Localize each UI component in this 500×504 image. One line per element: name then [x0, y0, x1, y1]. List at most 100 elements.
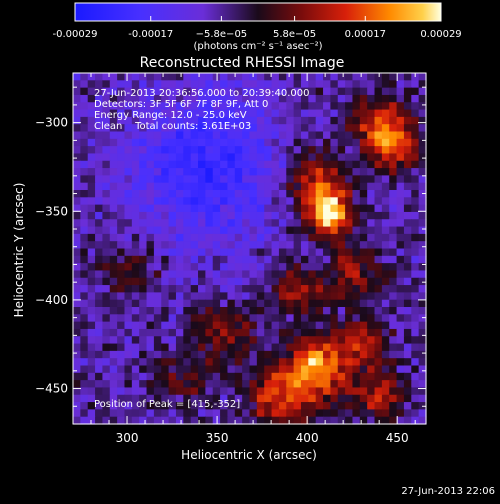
heatmap-cell [345, 138, 354, 147]
heatmap-cell [278, 146, 287, 155]
heatmap-cell [212, 138, 221, 147]
heatmap-cell [374, 190, 383, 198]
heatmap-cell [234, 175, 243, 184]
heatmap-cell [161, 270, 170, 279]
heatmap-cell [80, 190, 89, 198]
heatmap-cell [278, 365, 287, 374]
heatmap-cell [95, 292, 104, 301]
heatmap-cell [418, 197, 427, 206]
heatmap-cell [168, 365, 177, 374]
heatmap-cell [139, 394, 148, 403]
heatmap-cell [337, 350, 346, 359]
heatmap-cell [359, 226, 368, 235]
heatmap-cell [227, 365, 236, 374]
heatmap-cell [80, 219, 89, 228]
heatmap-cell [117, 336, 126, 345]
heatmap-cell [146, 241, 155, 250]
heatmap-cell [87, 365, 96, 374]
heatmap-cell [87, 160, 96, 169]
heatmap-cell [411, 182, 420, 191]
heatmap-cell [345, 124, 354, 133]
heatmap-cell [286, 263, 295, 272]
heatmap-cell [153, 226, 162, 235]
heatmap-cell [102, 87, 111, 96]
heatmap-cell [278, 211, 287, 220]
heatmap-cell [308, 299, 317, 308]
heatmap-cell [124, 394, 133, 403]
heatmap-cell [175, 153, 184, 162]
heatmap-cell [367, 314, 376, 323]
heatmap-cell [183, 255, 192, 264]
heatmap-cell [73, 109, 81, 118]
heatmap-cell [205, 219, 214, 228]
heatmap-cell [256, 146, 265, 155]
heatmap-cell [381, 314, 390, 323]
heatmap-cell [359, 211, 368, 220]
heatmap-cell [352, 328, 361, 337]
heatmap-cell [146, 175, 155, 184]
heatmap-cell [161, 182, 170, 191]
heatmap-cell [249, 394, 258, 403]
heatmap-cell [389, 350, 398, 359]
heatmap-cell [146, 80, 155, 89]
heatmap-cell [293, 102, 302, 111]
heatmap-cell [403, 402, 412, 410]
heatmap-cell [175, 350, 184, 359]
heatmap-cell [300, 197, 309, 206]
heatmap-cell [80, 241, 89, 250]
heatmap-cell [403, 94, 412, 103]
heatmap-cell [418, 233, 427, 242]
heatmap-cell [418, 255, 427, 264]
heatmap-cell [227, 277, 236, 286]
heatmap-cell [131, 124, 140, 133]
heatmap-cell [345, 219, 354, 228]
heatmap-cell [212, 241, 221, 250]
heatmap-cell [227, 241, 236, 250]
heatmap-cell [87, 328, 96, 337]
heatmap-cell [359, 102, 368, 111]
heatmap-cell [153, 116, 162, 125]
heatmap-cell [109, 292, 118, 301]
heatmap-cell [271, 343, 280, 352]
heatmap-cell [323, 109, 331, 118]
heatmap-cell [256, 380, 265, 389]
heatmap-cell [80, 146, 89, 155]
heatmap-cell [87, 197, 96, 206]
heatmap-cell [153, 402, 162, 410]
heatmap-cell [80, 73, 89, 81]
heatmap-cell [131, 263, 140, 272]
heatmap-cell [411, 138, 420, 147]
heatmap-cell [205, 263, 214, 272]
heatmap-cell [337, 124, 346, 133]
heatmap-cell [345, 416, 354, 425]
heatmap-cell [359, 87, 368, 96]
heatmap-cell [256, 80, 265, 89]
heatmap-cell [300, 416, 309, 425]
heatmap-cell [352, 336, 361, 345]
heatmap-cell [308, 416, 317, 425]
heatmap-cell [352, 182, 361, 191]
heatmap-cell [80, 380, 89, 389]
heatmap-cell [87, 131, 96, 140]
heatmap-cell [403, 328, 412, 337]
heatmap-cell [227, 146, 236, 155]
heatmap-cell [183, 94, 192, 103]
heatmap-cell [124, 153, 133, 162]
heatmap-cell [389, 182, 398, 191]
heatmap-cell [198, 233, 206, 242]
heatmap-cell [80, 204, 89, 213]
heatmap-cell [271, 146, 280, 155]
heatmap-cell [205, 409, 214, 418]
heatmap-cell [249, 336, 258, 345]
heatmap-cell [220, 131, 229, 140]
heatmap-cell [264, 168, 273, 176]
heatmap-cell [359, 299, 368, 308]
heatmap-cell [183, 358, 192, 367]
heatmap-cell [403, 270, 412, 279]
heatmap-cell [367, 372, 376, 381]
heatmap-cell [234, 94, 243, 103]
heatmap-cell [396, 321, 405, 330]
heatmap-cell [396, 124, 405, 133]
heatmap-cell [109, 394, 118, 403]
colorbar-tick-label: 5.8e−05 [273, 29, 316, 40]
